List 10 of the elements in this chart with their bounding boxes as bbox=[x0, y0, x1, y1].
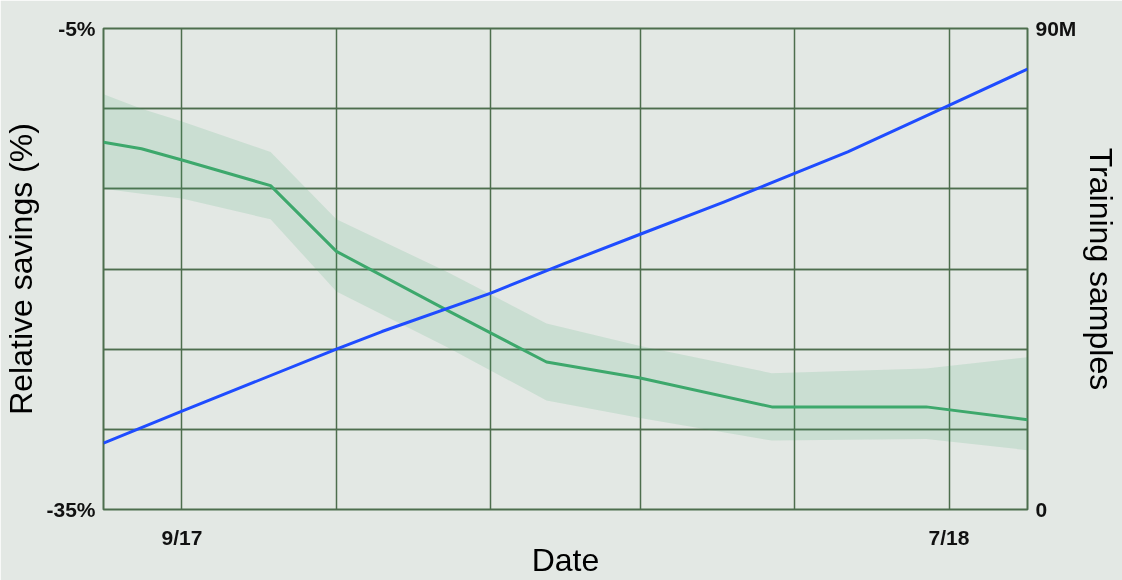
y2-axis-title: Training samples bbox=[1083, 147, 1120, 391]
y2-tick-label: 0 bbox=[1035, 498, 1048, 521]
x-tick-label: 9/17 bbox=[161, 525, 203, 549]
y-tick-label: -35% bbox=[46, 498, 96, 521]
x-tick-label: 7/18 bbox=[928, 525, 970, 549]
y-axis-title: Relative savings (%) bbox=[3, 123, 40, 415]
line-series bbox=[103, 140, 1028, 422]
x-axis-title: Date bbox=[531, 541, 600, 578]
y-tick-label: -5% bbox=[58, 17, 96, 40]
y2-tick-label: 90M bbox=[1035, 17, 1077, 40]
